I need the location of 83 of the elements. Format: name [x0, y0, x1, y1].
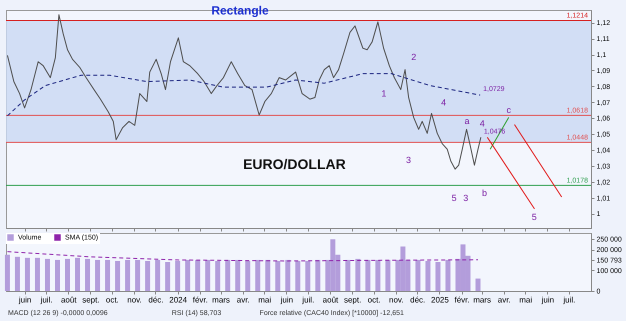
annotation: 3	[406, 154, 411, 165]
bar	[435, 262, 440, 291]
x-tick-label: juin	[18, 296, 32, 304]
annotation: a	[464, 116, 470, 126]
annotation: b	[482, 188, 488, 198]
bar	[245, 260, 250, 291]
bar	[215, 260, 220, 291]
bar	[155, 260, 160, 291]
x-tick-label: sept.	[344, 296, 362, 304]
bar	[85, 258, 90, 291]
annotation: 4	[480, 118, 485, 128]
annotation: 5	[532, 212, 537, 222]
x-tick-label: avr.	[498, 296, 511, 304]
x-tick-label: nov.	[127, 296, 142, 304]
x-tick-label: mars	[212, 296, 230, 304]
bar	[195, 260, 200, 291]
bar	[165, 262, 170, 291]
bar	[4, 254, 10, 291]
chart-title: Rectangle	[211, 4, 269, 18]
bar	[385, 260, 390, 291]
x-tick-label: juin	[540, 296, 554, 304]
x-tick-label: juin	[280, 296, 294, 304]
bar	[345, 260, 350, 291]
bar	[415, 260, 420, 291]
line-series	[6, 73, 481, 116]
bar	[125, 260, 130, 291]
x-tick-label: juil.	[562, 296, 576, 304]
x-tick-label: 2025	[430, 296, 450, 304]
x-tick-label: juil.	[40, 296, 53, 304]
x-tick-label: oct.	[368, 296, 381, 304]
x-tick-label: nov.	[388, 296, 404, 304]
annotation: 4	[441, 98, 446, 108]
annotation: 5	[452, 192, 457, 203]
x-tick-label: août	[322, 296, 340, 304]
bar	[285, 260, 290, 291]
bar	[275, 260, 280, 291]
bar	[65, 258, 70, 291]
bar	[425, 260, 430, 291]
bar	[14, 256, 20, 291]
bar	[445, 260, 450, 291]
x-tick-label: août	[60, 296, 78, 304]
bar	[255, 260, 260, 291]
bar	[105, 260, 110, 291]
bar	[135, 260, 140, 291]
bar	[145, 260, 150, 291]
x-tick-label: févr.	[192, 296, 208, 304]
x-tick-label: déc.	[148, 296, 164, 304]
bar	[355, 258, 360, 291]
annotation: 1	[381, 88, 386, 98]
bar	[315, 260, 320, 291]
annotation: 3	[463, 192, 468, 203]
bar	[24, 258, 30, 291]
line-series	[6, 251, 479, 262]
x-tick-label: avr.	[236, 296, 250, 304]
x-tick-label: févr.	[454, 296, 470, 304]
bar	[235, 260, 240, 291]
bar	[476, 278, 481, 291]
bar	[34, 258, 40, 291]
annotation: 2	[411, 52, 416, 62]
bar	[54, 260, 60, 291]
x-tick-label: mars	[473, 296, 491, 304]
annotation: EURO/DOLLAR	[243, 156, 346, 172]
bar	[225, 260, 230, 291]
bar	[265, 260, 270, 291]
bar	[205, 260, 210, 291]
bar	[295, 260, 300, 291]
bar	[115, 260, 120, 291]
bar	[175, 260, 180, 291]
annotation: c	[506, 105, 512, 116]
bar	[305, 260, 310, 291]
x-tick-label: mai	[519, 296, 532, 304]
x-tick-label: juil.	[301, 296, 314, 304]
x-tick-label: oct.	[106, 296, 119, 304]
x-tick-label: mai	[258, 296, 272, 304]
bar	[365, 260, 370, 291]
bar	[95, 260, 100, 291]
bar	[375, 260, 380, 291]
x-tick-label: déc.	[410, 296, 426, 304]
x-tick-label: sept.	[82, 296, 100, 304]
bar	[185, 260, 190, 291]
x-tick-label: 2024	[169, 296, 188, 304]
bar	[44, 258, 50, 291]
bar	[75, 258, 80, 291]
